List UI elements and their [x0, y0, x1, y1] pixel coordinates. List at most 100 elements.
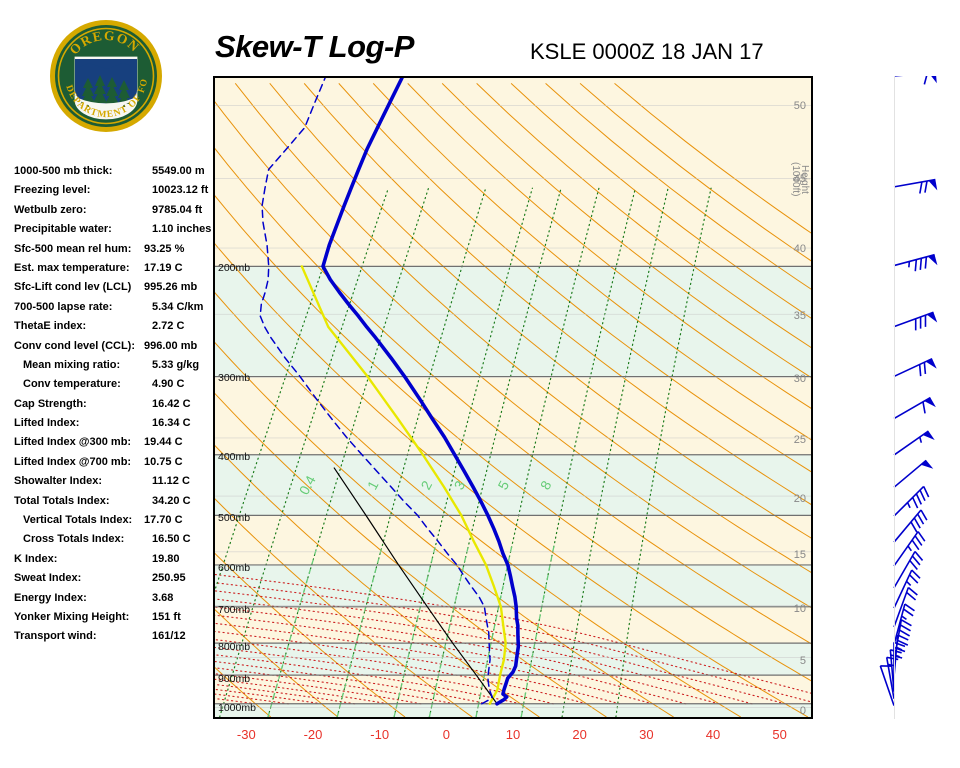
wind-barb — [879, 665, 895, 706]
temperature-tick-label: 10 — [505, 727, 521, 742]
wind-barb — [893, 71, 937, 85]
index-row: Total Totals Index: 34.20 C — [14, 495, 210, 514]
index-label: ThetaE index: — [14, 320, 87, 333]
index-value: 995.26 mb — [144, 281, 198, 294]
index-value: 5.33 g/kg — [152, 358, 200, 371]
pressure-tick-label: 400mb — [218, 451, 251, 464]
index-value: 5.34 C/km — [152, 300, 204, 313]
index-value: 19.80 — [152, 552, 180, 565]
index-row: Precipitable water: 1.10 inches — [14, 223, 212, 242]
wind-barb — [893, 634, 909, 677]
pressure-tick-label: 200mb — [218, 261, 251, 274]
height-tick-label: 5 — [799, 654, 806, 667]
index-label: 700-500 lapse rate: — [14, 300, 113, 313]
index-label: K Index: — [14, 552, 58, 565]
index-value: 16.42 C — [152, 397, 191, 410]
wind-barb-svg — [879, 71, 938, 706]
index-label: Mean mixing ratio: — [23, 358, 121, 371]
wind-barb — [893, 253, 938, 272]
index-value: 161/12 — [152, 630, 186, 643]
wind-barb — [893, 311, 938, 331]
index-label: Lifted Index: — [14, 417, 80, 430]
index-value: 34.20 C — [152, 494, 191, 507]
sounding-indices-panel: 1000-500 mb thick: 5549.00 m Freezing leve… — [14, 165, 212, 650]
index-row: Lifted Index: 16.34 C — [14, 417, 210, 436]
height-tick-label: 40 — [793, 243, 806, 256]
height-axis-title: Height (1000ft) — [790, 162, 810, 197]
skewt-chart: 0.4 1 2 3 5 8 200mb 300mb 400mb 500mb 600mb 700mb 8… — [213, 76, 813, 719]
index-value: 11.12 C — [152, 475, 190, 488]
index-value: 17.19 C — [144, 261, 183, 274]
index-row: Mean mixing ratio: 5.33 g/kg — [14, 359, 210, 378]
index-row: K Index: 19.80 — [14, 553, 210, 572]
height-tick-label: 20 — [793, 492, 806, 505]
index-row: Conv temperature: 4.90 C — [14, 378, 210, 397]
sounding-trace-parcel — [333, 467, 498, 705]
index-row: Wetbulb zero: 9785.04 ft — [14, 204, 210, 223]
temperature-tick-label: 30 — [639, 727, 654, 742]
index-value: 250.95 — [152, 572, 186, 585]
wind-barb — [893, 569, 921, 609]
height-tick-label: 25 — [793, 434, 806, 447]
index-label: Cap Strength: — [14, 397, 87, 410]
index-label: Precipitable water: — [14, 223, 112, 236]
temperature-tick-label: 40 — [705, 727, 721, 742]
index-label: Sweat Index: — [14, 572, 82, 585]
temperature-tick-label: 0 — [442, 727, 450, 742]
index-row: Cap Strength: 16.42 C — [14, 398, 210, 417]
index-row: Sweat Index: 250.95 — [14, 572, 210, 591]
index-label: Sfc-Lift cond lev (LCL) — [14, 281, 132, 294]
index-label: Conv cond level (CCL): — [14, 339, 136, 352]
wind-barb — [893, 603, 915, 645]
index-row: Cross Totals Index: 16.50 C — [14, 533, 210, 552]
index-row: Est. max temperature: 17.19 C — [14, 262, 210, 281]
station-datetime-label: KSLE 0000Z 18 JAN 17 — [530, 39, 764, 64]
index-label: Est. max temperature: — [14, 261, 130, 274]
wind-barb — [893, 586, 918, 628]
index-row: Sfc-500 mean rel hum: 93.25 % — [14, 243, 210, 262]
index-value: 10.75 C — [144, 455, 183, 468]
index-row: Conv cond level (CCL): 996.00 mb — [14, 340, 210, 359]
wind-barb-column — [818, 71, 958, 719]
pressure-tick-label: 700mb — [218, 604, 251, 617]
pressure-tick-label: 500mb — [218, 512, 251, 525]
wind-barb — [893, 430, 935, 456]
index-row: Vertical Totals Index: 17.70 C — [14, 514, 210, 533]
temperature-tick-label: 20 — [572, 727, 587, 742]
index-value: 151 ft — [152, 610, 181, 623]
index-value: 10023.12 ft — [152, 184, 209, 197]
index-value: 16.50 C — [152, 533, 191, 546]
index-label: Lifted Index @700 mb: — [14, 455, 132, 468]
oregon-dept-forestry-logo: OREGON DEPARTMENT OF FORESTRY — [44, 10, 164, 134]
pressure-tick-label: 300mb — [218, 372, 251, 385]
index-label: Vertical Totals Index: — [23, 514, 133, 527]
wind-barb — [893, 459, 934, 488]
wind-barb — [893, 509, 928, 543]
wind-barb — [893, 550, 924, 589]
index-value: 19.44 C — [144, 436, 183, 449]
index-row: Showalter Index: 11.12 C — [14, 475, 210, 494]
index-row: Freezing level: 10023.12 ft — [14, 184, 210, 203]
wind-barb-axis-line — [894, 76, 895, 719]
temperature-tick-label: -30 — [236, 727, 256, 742]
index-row: Lifted Index @700 mb: 10.75 C — [14, 456, 210, 475]
wind-barb — [893, 531, 926, 567]
index-label: Energy Index: — [14, 591, 87, 604]
index-label: Transport wind: — [14, 630, 97, 643]
index-value: 1.10 inches — [152, 223, 212, 236]
height-tick-label: 10 — [793, 602, 806, 615]
wind-barb — [893, 178, 938, 194]
wind-barb — [893, 619, 912, 662]
temperature-tick-label: -20 — [303, 727, 323, 742]
pressure-tick-label: 1000mb — [218, 701, 256, 714]
temperature-tick-label: 50 — [772, 727, 787, 742]
index-row: 700-500 lapse rate: 5.34 C/km — [14, 301, 210, 320]
wind-barb — [893, 357, 937, 378]
index-value: 5549.00 m — [152, 165, 205, 177]
sounding-trace-temperature — [321, 78, 521, 706]
index-value: 996.00 mb — [144, 339, 198, 352]
height-tick-label: 15 — [793, 548, 806, 561]
skewt-plot-svg: 0.4 1 2 3 5 8 — [215, 78, 811, 717]
index-label: Total Totals Index: — [14, 494, 110, 507]
index-label: 1000-500 mb thick: — [14, 165, 113, 177]
